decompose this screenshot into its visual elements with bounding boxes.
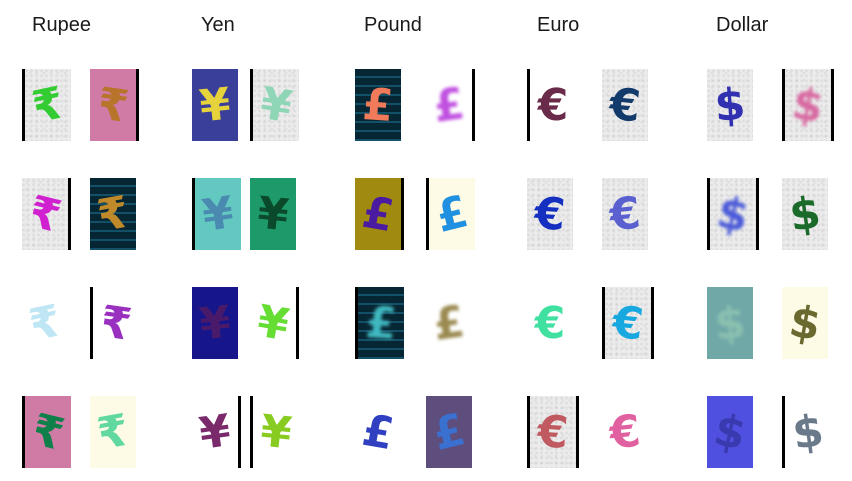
pound-glyph: £ (360, 78, 396, 132)
sample-yen-r3-c1: ¥ (192, 287, 238, 359)
sample-rupee-r2-c2: ₹ (90, 178, 136, 250)
sample-euro-r3-c2: € (602, 287, 654, 359)
pound-glyph: £ (358, 186, 398, 242)
yen-glyph: ¥ (253, 295, 293, 351)
sample-dollar-r1-c1: $ (707, 69, 753, 141)
sample-dollar-r3-c2: $ (782, 287, 828, 359)
sample-euro-r2-c2: € (602, 178, 648, 250)
dollar-glyph: $ (709, 403, 751, 461)
pound-glyph: £ (427, 403, 471, 461)
dollar-glyph: $ (788, 77, 828, 133)
sample-euro-r1-c2: € (602, 69, 648, 141)
sample-yen-r2-c1: ¥ (192, 178, 241, 250)
sample-pound-r2-c2: £ (426, 178, 475, 250)
sample-rupee-r3-c2: ₹ (90, 287, 139, 359)
pound-glyph: £ (430, 77, 468, 133)
dollar-glyph: $ (712, 296, 748, 350)
sample-dollar-r1-c2: $ (782, 69, 834, 141)
sample-yen-r4-c1: ¥ (192, 396, 241, 468)
sample-euro-r4-c2: € (602, 396, 648, 468)
header-dollar: Dollar (716, 14, 769, 36)
sample-pound-r3-c1: £ (355, 287, 404, 359)
yen-glyph: ¥ (255, 187, 291, 241)
sample-yen-r1-c1: ¥ (192, 69, 238, 141)
dollar-glyph: $ (712, 185, 754, 243)
euro-glyph: € (537, 79, 569, 131)
rupee-glyph: ₹ (93, 186, 133, 242)
sample-yen-r1-c2: ¥ (250, 69, 299, 141)
pound-glyph: £ (363, 296, 399, 350)
sample-pound-r1-c1: £ (355, 69, 401, 141)
sample-dollar-r3-c1: $ (707, 287, 753, 359)
euro-glyph: € (610, 296, 646, 350)
rupee-glyph: ₹ (23, 185, 67, 243)
sample-euro-r2-c1: € (527, 178, 573, 250)
dollar-glyph: $ (785, 295, 825, 351)
rupee-glyph: ₹ (97, 295, 135, 351)
sample-yen-r3-c2: ¥ (250, 287, 299, 359)
euro-glyph: € (535, 405, 571, 459)
sample-dollar-r4-c1: $ (707, 396, 753, 468)
rupee-glyph: ₹ (93, 404, 133, 460)
header-rupee: Rupee (32, 14, 91, 36)
euro-glyph: € (532, 187, 568, 241)
yen-glyph: ¥ (199, 186, 237, 242)
euro-glyph: € (607, 78, 643, 132)
sample-rupee-r2-c1: ₹ (22, 178, 71, 250)
euro-glyph: € (534, 297, 566, 349)
pound-glyph: £ (430, 185, 474, 243)
sample-rupee-r1-c2: ₹ (90, 69, 139, 141)
sample-yen-r2-c2: ¥ (250, 178, 296, 250)
header-yen: Yen (201, 14, 235, 36)
dollar-glyph: $ (786, 186, 824, 242)
sample-dollar-r2-c2: $ (782, 178, 828, 250)
pound-glyph: £ (358, 404, 398, 460)
sample-pound-r4-c1: £ (355, 396, 401, 468)
rupee-glyph: ₹ (94, 77, 132, 133)
yen-glyph: ¥ (197, 296, 233, 350)
euro-glyph: € (607, 405, 643, 459)
sample-rupee-r4-c2: ₹ (90, 396, 136, 468)
sample-yen-r4-c2: ¥ (250, 396, 299, 468)
yen-glyph: ¥ (258, 405, 294, 459)
sample-dollar-r4-c2: $ (782, 396, 831, 468)
header-euro: Euro (537, 14, 580, 36)
sample-euro-r3-c1: € (527, 287, 573, 359)
rupee-glyph: ₹ (24, 294, 66, 352)
sample-rupee-r1-c1: ₹ (22, 69, 71, 141)
sample-pound-r1-c2: £ (426, 69, 475, 141)
yen-glyph: ¥ (197, 78, 233, 132)
header-pound: Pound (364, 14, 422, 36)
sample-pound-r4-c2: £ (426, 396, 472, 468)
sample-rupee-r3-c1: ₹ (22, 287, 68, 359)
euro-glyph: € (607, 187, 643, 241)
sample-rupee-r4-c1: ₹ (22, 396, 71, 468)
sample-euro-r4-c1: € (527, 396, 579, 468)
rupee-glyph: ₹ (26, 403, 70, 461)
yen-glyph: ¥ (196, 404, 234, 460)
sample-dollar-r2-c1: $ (707, 178, 759, 250)
dollar-glyph: $ (712, 78, 748, 132)
pound-glyph: £ (430, 295, 468, 351)
sample-pound-r2-c1: £ (355, 178, 404, 250)
sample-pound-r3-c2: £ (426, 287, 472, 359)
yen-glyph: ¥ (256, 77, 296, 133)
dollar-glyph: $ (789, 404, 827, 460)
rupee-glyph: ₹ (27, 76, 69, 134)
sample-euro-r1-c1: € (527, 69, 576, 141)
